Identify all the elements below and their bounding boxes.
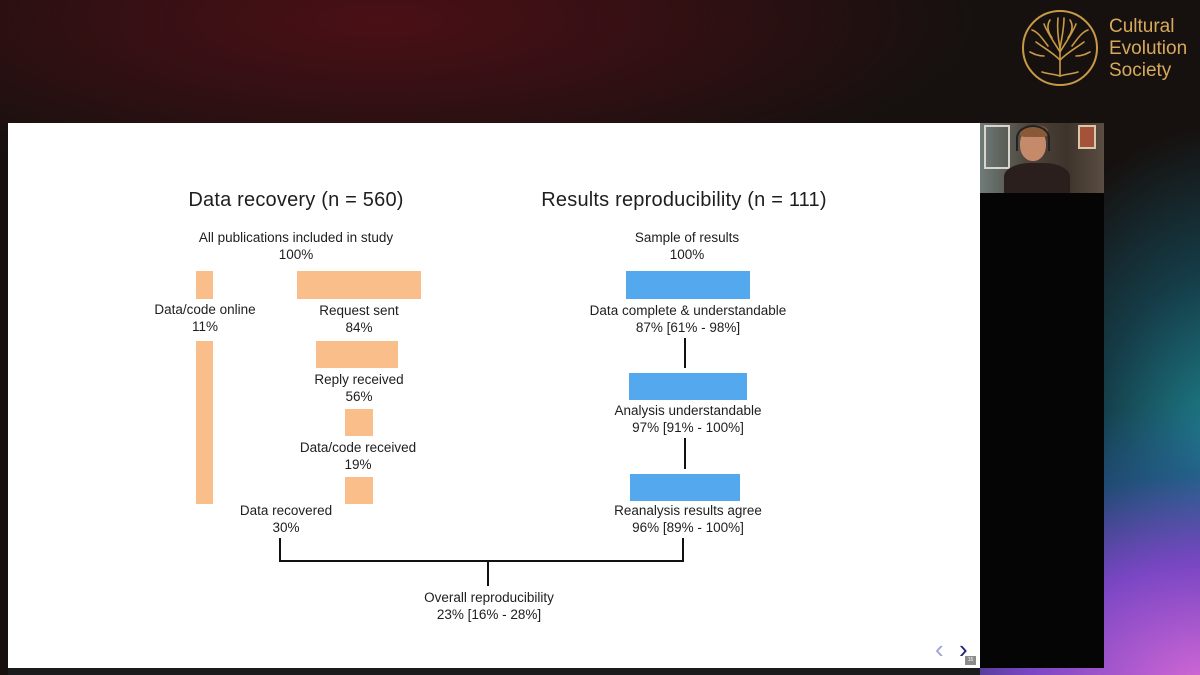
percent-text: 84% [345, 320, 373, 335]
label-text: Reply received [314, 372, 404, 387]
bottom-strip [8, 668, 980, 675]
bracket-right-line [682, 538, 684, 562]
label-text: Analysis understandable [614, 403, 762, 418]
label-text: Request sent [319, 303, 399, 318]
label-text: Overall reproducibility [424, 590, 554, 605]
bracket-horizontal-line [279, 560, 684, 562]
percent-text: 100% [278, 247, 314, 262]
percent-text: 19% [344, 457, 372, 472]
window-frame [984, 125, 1010, 169]
label-text: Data recovered [239, 503, 333, 518]
connector-line [684, 438, 686, 469]
percent-text: 100% [669, 247, 705, 262]
logo-line: Cultural [1109, 16, 1175, 37]
label-text: Data complete & understandable [589, 303, 787, 318]
reply-bar [316, 341, 398, 368]
analysis-bar [629, 373, 747, 400]
data-code-received-label: Data/code received 19% [300, 439, 416, 473]
logo-line: Evolution [1109, 38, 1188, 59]
overall-reproducibility-label: Overall reproducibility 23% [16% - 28%] [424, 589, 554, 623]
logo-text: Cultural Evolution Society [1109, 16, 1187, 82]
label-text: Data/code online [154, 302, 256, 317]
bracket-stem-line [487, 562, 489, 586]
percent-text: 11% [191, 319, 219, 334]
webcam-empty-area [980, 193, 1104, 668]
speaker-body [1004, 163, 1070, 193]
received-bar [345, 409, 373, 436]
online-bar [196, 271, 213, 299]
label-text: All publications included in study [198, 230, 394, 245]
recovered-bar [345, 477, 373, 504]
percent-text: 87% [61% - 98%] [635, 320, 741, 335]
data-recovery-heading: Data recovery (n = 560) [188, 189, 404, 211]
request-sent-label: Request sent 84% [319, 302, 399, 336]
data-recovered-label: Data recovered 30% [240, 502, 332, 536]
label-text: Data/code received [299, 440, 417, 455]
results-reproducibility-heading: Results reproducibility (n = 111) [541, 189, 827, 211]
connector-line [684, 338, 686, 368]
slide-number-badge: 15 [965, 656, 976, 665]
label-text: Sample of results [634, 230, 740, 245]
percent-text: 56% [345, 389, 373, 404]
wall-picture [1078, 125, 1096, 149]
reanalysis-bar [630, 474, 740, 501]
percent-text: 97% [91% - 100%] [632, 420, 744, 435]
all-publications-label: All publications included in study 100% [199, 229, 393, 263]
online-continuation-bar [196, 341, 213, 504]
request-bar [297, 271, 421, 299]
analysis-understandable-label: Analysis understandable 97% [91% - 100%] [614, 402, 761, 436]
sample-bar [626, 271, 750, 299]
presentation-slide: Data recovery (n = 560) Results reproduc… [8, 123, 980, 668]
tree-logo-icon [1022, 10, 1098, 86]
sample-of-results-label: Sample of results 100% [635, 229, 739, 263]
bracket-left-line [279, 538, 281, 562]
webcam-video [980, 123, 1104, 193]
data-complete-label: Data complete & understandable 87% [61% … [590, 302, 787, 336]
label-text: Reanalysis results agree [614, 503, 762, 518]
reply-received-label: Reply received 56% [314, 371, 403, 405]
percent-text: 23% [16% - 28%] [436, 607, 542, 622]
previous-slide-button[interactable]: ‹ [935, 634, 944, 664]
next-slide-button[interactable]: › [959, 634, 968, 664]
percent-text: 30% [272, 520, 300, 535]
headset-icon [1016, 125, 1050, 151]
percent-text: 96% [89% - 100%] [632, 520, 744, 535]
reanalysis-label: Reanalysis results agree 96% [89% - 100%… [614, 502, 762, 536]
data-code-online-label: Data/code online 11% [154, 301, 255, 335]
cultural-evolution-society-logo: Cultural Evolution Society [1022, 10, 1200, 90]
logo-line: Society [1109, 60, 1172, 81]
